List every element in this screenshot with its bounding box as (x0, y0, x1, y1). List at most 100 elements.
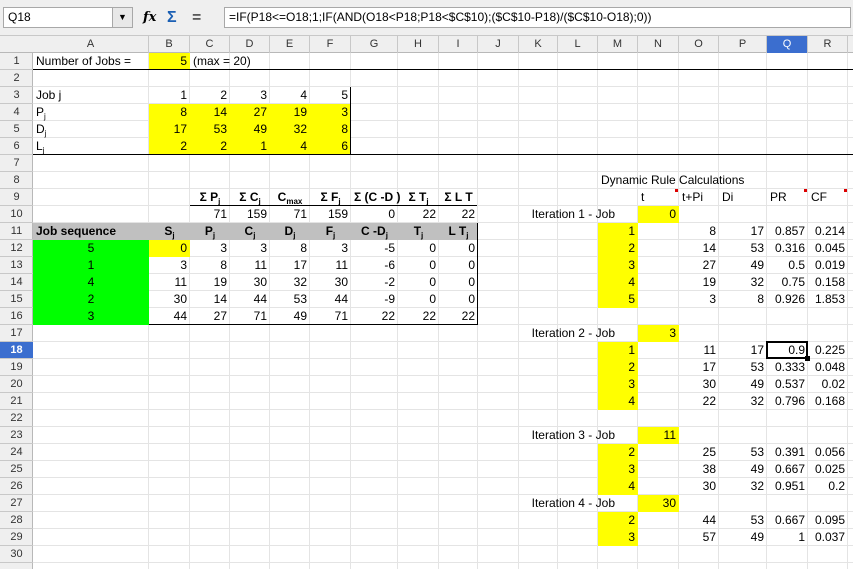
sequence-job[interactable]: 3 (33, 308, 149, 325)
sequence-value[interactable]: 0 (468, 241, 475, 255)
sequence-value[interactable]: 49 (293, 309, 307, 323)
row-header-20[interactable]: 20 (0, 376, 33, 393)
due-date[interactable]: 32 (750, 479, 764, 493)
iteration-label[interactable]: Iteration 2 - Job (531, 326, 615, 340)
due-date[interactable]: 49 (750, 462, 764, 476)
name-box[interactable]: Q18 (3, 7, 133, 28)
due-date[interactable]: 53 (750, 360, 764, 374)
cf-value[interactable]: 1.853 (814, 292, 845, 306)
selected-cell[interactable]: 0.9 (788, 343, 805, 357)
priority-ratio[interactable]: 0.926 (774, 292, 805, 306)
row-header-28[interactable]: 28 (0, 512, 33, 529)
iteration-time[interactable]: 30 (638, 495, 679, 512)
cf-value[interactable]: 0.037 (814, 530, 845, 544)
iteration-time[interactable]: 11 (638, 427, 679, 444)
cf-value[interactable]: 0.2 (828, 479, 845, 493)
row-header-19[interactable]: 19 (0, 359, 33, 376)
sequence-header[interactable]: L Tj (439, 223, 478, 240)
cf-value[interactable]: 0.158 (814, 275, 845, 289)
priority-ratio[interactable]: 0.951 (774, 479, 805, 493)
due-date[interactable]: 53 (190, 121, 230, 138)
column-header-f[interactable]: F (310, 36, 351, 53)
iteration-time[interactable]: 3 (638, 325, 679, 342)
job-number[interactable]: 5 (341, 88, 348, 102)
sum-icon[interactable]: Σ (167, 9, 177, 26)
sequence-value[interactable]: 32 (293, 275, 307, 289)
sequence-value[interactable]: 3 (220, 241, 227, 255)
sequence-value[interactable]: 3 (260, 241, 267, 255)
row-header-14[interactable]: 14 (0, 274, 33, 291)
sequence-value[interactable]: 44 (253, 292, 267, 306)
due-date[interactable]: 49 (750, 377, 764, 391)
cf-value[interactable]: 0.056 (814, 445, 845, 459)
sequence-value[interactable]: 11 (254, 258, 267, 272)
sequence-value[interactable]: 17 (293, 258, 307, 272)
priority-ratio[interactable]: 1 (798, 530, 805, 544)
cf-value[interactable]: 0.168 (814, 394, 845, 408)
t-plus-pi[interactable]: 14 (702, 241, 716, 255)
row-header-13[interactable]: 13 (0, 257, 33, 274)
sequence-value[interactable]: 22 (461, 309, 475, 323)
iteration-label[interactable]: Iteration 1 - Job (531, 207, 615, 221)
t-plus-pi[interactable]: 57 (702, 530, 716, 544)
sum-t-header[interactable]: Σ Tj (408, 190, 429, 206)
priority-ratio[interactable]: 0.667 (774, 513, 805, 527)
due-date[interactable]: 17 (750, 343, 764, 357)
processing-time[interactable]: 27 (230, 104, 270, 121)
candidate-job[interactable]: 4 (598, 478, 638, 495)
column-header-p[interactable]: P (719, 36, 767, 53)
t-plus-pi[interactable]: 17 (702, 360, 716, 374)
sequence-value[interactable]: 11 (335, 258, 348, 272)
t-plus-pi-header[interactable]: t+Pi (682, 190, 704, 204)
sum-c-header[interactable]: Σ Cj (239, 190, 261, 206)
due-date[interactable]: 49 (750, 530, 764, 544)
cf-value[interactable]: 0.02 (821, 377, 845, 391)
due-date[interactable]: 32 (750, 275, 764, 289)
column-header-c[interactable]: C (190, 36, 230, 53)
column-header-n[interactable]: N (638, 36, 679, 53)
row-header-29[interactable]: 29 (0, 529, 33, 546)
l-label[interactable]: Lj (36, 139, 45, 155)
sequence-value[interactable]: 0 (429, 241, 436, 255)
candidate-job[interactable]: 4 (598, 274, 638, 291)
fill-handle[interactable] (805, 356, 810, 361)
sequence-value[interactable]: 71 (253, 309, 267, 323)
cf-value[interactable]: 0.095 (814, 513, 845, 527)
candidate-job[interactable]: 4 (598, 393, 638, 410)
candidate-job[interactable]: 1 (598, 342, 638, 359)
job-number[interactable]: 3 (260, 88, 267, 102)
column-header-o[interactable]: O (679, 36, 719, 53)
t-plus-pi[interactable]: 25 (702, 445, 716, 459)
priority-ratio[interactable]: 0.5 (788, 258, 805, 272)
t-plus-pi[interactable]: 22 (702, 394, 716, 408)
candidate-job[interactable]: 2 (598, 444, 638, 461)
sum-value[interactable]: 159 (246, 207, 267, 221)
sequence-header[interactable]: Dj (270, 223, 310, 240)
candidate-job[interactable]: 1 (598, 223, 638, 240)
column-header-e[interactable]: E (270, 36, 310, 53)
formula-equals-icon[interactable]: = (192, 9, 202, 26)
candidate-job[interactable]: 3 (598, 376, 638, 393)
due-date[interactable]: 8 (757, 292, 764, 306)
sequence-value[interactable]: 8 (220, 258, 227, 272)
sequence-value[interactable]: 44 (173, 309, 187, 323)
sequence-value[interactable]: 8 (300, 241, 307, 255)
sequence-value[interactable]: 0 (149, 240, 190, 257)
num-jobs-label[interactable]: Number of Jobs = (36, 54, 132, 68)
row-header-3[interactable]: 3 (0, 87, 33, 104)
sequence-value[interactable]: -2 (384, 275, 395, 289)
iteration-label[interactable]: Iteration 3 - Job (531, 428, 615, 442)
candidate-job[interactable]: 3 (598, 257, 638, 274)
sequence-header[interactable]: Fj (310, 223, 351, 240)
candidate-job[interactable]: 3 (598, 529, 638, 546)
t-plus-pi[interactable]: 30 (702, 377, 716, 391)
job-sequence-label[interactable]: Job sequence (33, 223, 149, 240)
function-wizard-icon[interactable]: fx (143, 10, 157, 25)
column-header-q[interactable]: Q (767, 36, 808, 53)
cf-value[interactable]: 0.048 (814, 360, 845, 374)
num-jobs-input[interactable]: 5 (149, 53, 190, 70)
priority-ratio[interactable]: 0.333 (774, 360, 805, 374)
cf-header[interactable]: CF (811, 190, 827, 204)
row-header-10[interactable]: 10 (0, 206, 33, 223)
t-plus-pi[interactable]: 8 (709, 224, 716, 238)
